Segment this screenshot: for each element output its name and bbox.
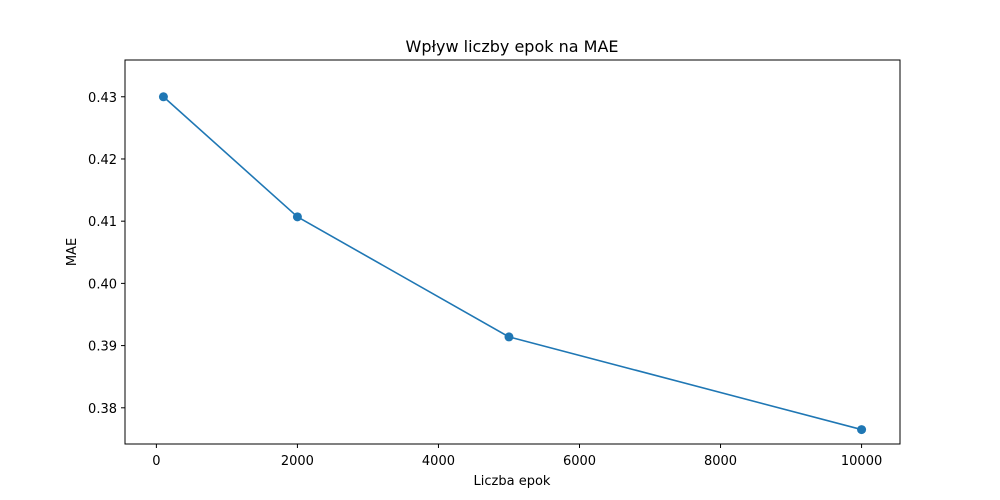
x-tick-label: 4000 [422, 454, 455, 469]
y-tick-label: 0.43 [88, 91, 117, 106]
y-axis-label: MAE [65, 238, 80, 266]
data-point [158, 92, 168, 102]
plot-frame [124, 59, 901, 445]
y-tick-label: 0.40 [88, 277, 117, 292]
x-tick-label: 8000 [704, 454, 737, 469]
y-tick-label: 0.42 [88, 153, 117, 168]
x-tick-label: 2000 [281, 454, 314, 469]
x-axis: 0 2000 4000 6000 8000 10000 [152, 444, 882, 469]
y-tick-label: 0.41 [88, 215, 117, 230]
x-tick-label: 0 [152, 454, 160, 469]
x-axis-label: Liczba epok [474, 474, 551, 489]
y-tick-label: 0.38 [88, 402, 117, 417]
data-point [504, 332, 514, 342]
series-line [162, 96, 862, 431]
x-tick-label: 6000 [563, 454, 596, 469]
y-tick-label: 0.39 [88, 340, 117, 355]
chart-title: Wpływ liczby epok na MAE [406, 37, 619, 56]
y-axis: 0.38 0.39 0.40 0.41 0.42 0.43 [88, 91, 125, 417]
x-tick-label: 10000 [841, 454, 882, 469]
data-point [292, 212, 302, 222]
plot-markers [158, 92, 867, 435]
data-point [857, 425, 867, 435]
plot-lines [162, 96, 862, 431]
